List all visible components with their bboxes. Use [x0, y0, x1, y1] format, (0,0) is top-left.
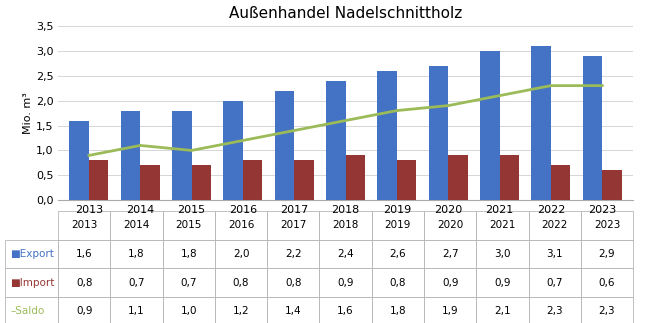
Bar — [69, 120, 89, 200]
Bar — [602, 170, 622, 200]
Bar — [480, 51, 499, 200]
Bar — [448, 155, 468, 200]
Bar — [140, 165, 160, 200]
Bar — [172, 110, 192, 200]
Bar — [429, 66, 448, 200]
Y-axis label: Mio. m³: Mio. m³ — [23, 92, 33, 134]
Bar — [532, 46, 551, 200]
Bar — [275, 91, 295, 200]
Bar — [346, 155, 365, 200]
Title: Außenhandel Nadelschnittholz: Außenhandel Nadelschnittholz — [229, 5, 463, 20]
Bar — [583, 56, 602, 200]
Bar — [295, 161, 314, 200]
Bar — [499, 155, 519, 200]
Bar — [121, 110, 140, 200]
Bar — [397, 161, 417, 200]
Bar — [192, 165, 211, 200]
Bar — [224, 100, 243, 200]
Bar — [551, 165, 570, 200]
Bar — [243, 161, 262, 200]
Bar — [326, 81, 346, 200]
Bar — [377, 71, 397, 200]
Bar — [89, 161, 109, 200]
